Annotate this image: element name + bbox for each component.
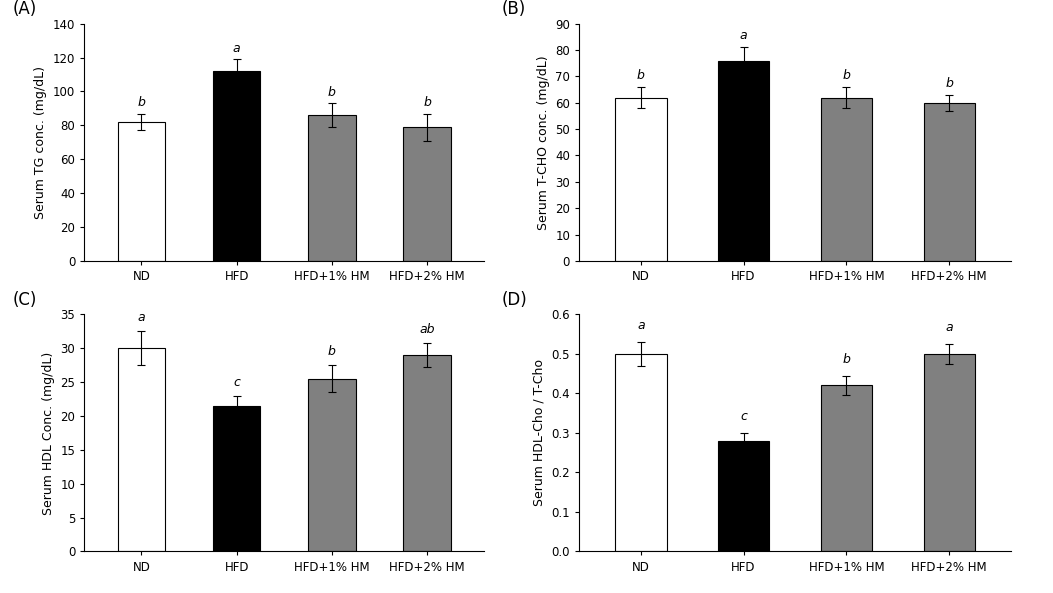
Bar <box>403 355 451 551</box>
Text: b: b <box>842 69 851 82</box>
Y-axis label: Serum TG conc. (mg/dL): Serum TG conc. (mg/dL) <box>35 66 47 219</box>
Text: b: b <box>138 96 145 109</box>
Bar <box>615 97 667 261</box>
Bar <box>213 71 260 261</box>
Text: b: b <box>637 69 644 82</box>
Text: (D): (D) <box>501 291 528 308</box>
Text: c: c <box>233 376 240 389</box>
Bar <box>309 379 356 551</box>
Bar <box>923 103 975 261</box>
Text: b: b <box>327 86 336 99</box>
Text: c: c <box>740 410 747 423</box>
Text: b: b <box>946 76 953 90</box>
Bar <box>403 127 451 261</box>
Y-axis label: Serum T-CHO conc. (mg/dL): Serum T-CHO conc. (mg/dL) <box>537 55 550 229</box>
Y-axis label: Serum HDL Conc. (mg/dL): Serum HDL Conc. (mg/dL) <box>42 351 55 515</box>
Text: b: b <box>842 353 851 366</box>
Text: (B): (B) <box>501 0 525 18</box>
Y-axis label: Serum HDL-Cho / T-Cho: Serum HDL-Cho / T-Cho <box>533 359 545 506</box>
Text: b: b <box>327 345 336 358</box>
Text: a: a <box>637 319 644 332</box>
Text: a: a <box>138 311 145 324</box>
Bar <box>213 406 260 551</box>
Text: (C): (C) <box>13 291 37 308</box>
Text: a: a <box>946 321 953 334</box>
Bar <box>615 354 667 551</box>
Bar <box>718 60 770 261</box>
Text: b: b <box>423 96 431 109</box>
Bar <box>118 122 165 261</box>
Text: a: a <box>233 42 240 55</box>
Bar <box>118 348 165 551</box>
Bar <box>309 115 356 261</box>
Bar <box>923 354 975 551</box>
Text: a: a <box>740 29 748 42</box>
Bar <box>718 441 770 551</box>
Text: (A): (A) <box>13 0 37 18</box>
Text: ab: ab <box>419 323 435 336</box>
Bar <box>820 97 872 261</box>
Bar <box>820 385 872 551</box>
